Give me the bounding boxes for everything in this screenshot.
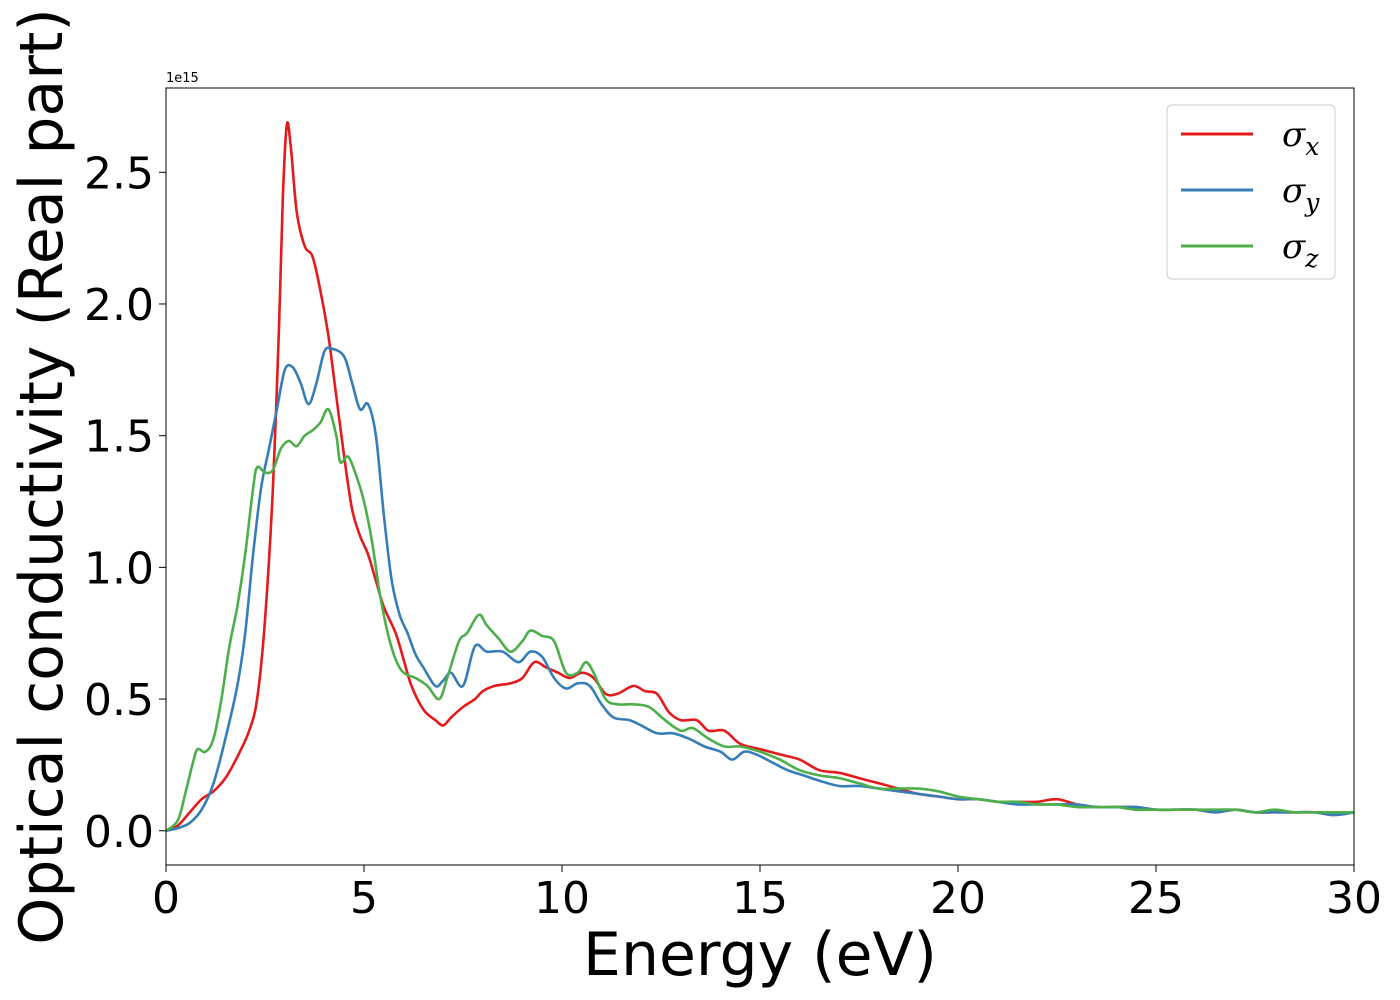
legend-label: σz: [1282, 227, 1319, 273]
y-tick-label: 2.5: [84, 148, 154, 199]
y-tick-label: 1.0: [84, 543, 154, 594]
legend-item-sigma-z: σz: [1181, 227, 1319, 273]
x-tick-label: 10: [534, 873, 590, 924]
plot-frame: [165, 87, 1355, 866]
legend-box: [1166, 104, 1336, 280]
x-tick-label: 30: [1326, 873, 1382, 924]
x-tick-label: 25: [1128, 873, 1184, 924]
legend: σx σy σz: [1166, 104, 1336, 280]
x-tick-label: 5: [350, 873, 378, 924]
legend-item-sigma-x: σx: [1181, 115, 1319, 161]
y-axis-offset-text: 1e15: [166, 71, 199, 86]
x-tick-label: 20: [930, 873, 986, 924]
series-line-sigma-x: [166, 121, 1354, 833]
y-tick-label: 1.5: [84, 412, 154, 463]
y-tick-label: 0.5: [84, 675, 154, 726]
legend-item-sigma-y: σy: [1181, 171, 1320, 217]
legend-label: σx: [1282, 115, 1319, 161]
x-axis-ticks: 0 5 10 15 20 25 30: [152, 865, 1382, 924]
y-tick-label: 0.0: [84, 807, 154, 858]
y-axis-title: Optical conductivity (Real part): [7, 8, 77, 945]
x-tick-label: 15: [732, 873, 788, 924]
legend-label: σy: [1282, 171, 1320, 217]
x-tick-label: 0: [152, 873, 180, 924]
y-axis-ticks: 0.0 0.5 1.0 1.5 2.0 2.5: [84, 148, 166, 858]
series-layer: [166, 121, 1354, 833]
series-line-sigma-y: [166, 346, 1354, 833]
y-tick-label: 2.0: [84, 280, 154, 331]
series-line-sigma-z: [166, 407, 1354, 832]
x-axis-title: Energy (eV): [583, 920, 937, 990]
